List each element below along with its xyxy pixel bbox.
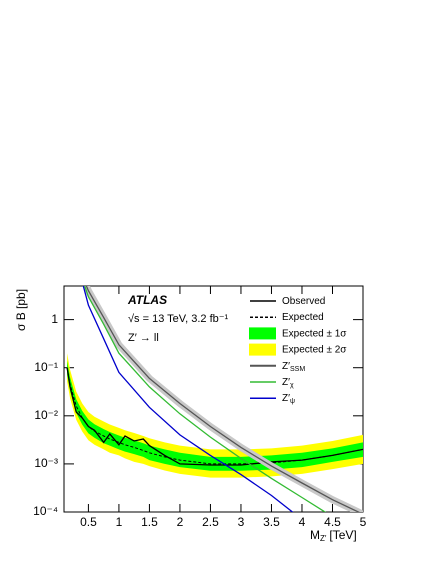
channel-label: Z′ → ll xyxy=(128,332,159,344)
x-tick-label: 1 xyxy=(116,515,123,529)
legend-label: Expected ± 1σ xyxy=(282,328,347,339)
legend-swatch xyxy=(249,327,276,340)
legend-name: Z′ xyxy=(282,393,290,404)
plot-area xyxy=(66,286,363,512)
x-tick-label: 3.5 xyxy=(263,515,280,529)
x-label-unit: [TeV] xyxy=(329,528,356,542)
energy-label: √s = 13 TeV, 3.2 fb⁻¹ xyxy=(128,313,229,325)
x-tick-label: 4.5 xyxy=(324,515,341,529)
plot-frame xyxy=(63,285,364,513)
y-tick-label: 10⁻³ xyxy=(34,456,58,470)
x-axis-label: MZ′ [TeV] xyxy=(310,528,357,543)
y-tick-label: 10⁻² xyxy=(34,408,58,422)
y-tick-label: 10⁻⁴ xyxy=(33,504,58,518)
legend-label: Observed xyxy=(282,296,325,307)
experiment-label: ATLAS xyxy=(127,293,167,307)
x-tick-label: 2.5 xyxy=(202,515,219,529)
x-tick-label: 5 xyxy=(360,515,367,529)
legend-label: Expected xyxy=(282,312,324,323)
band xyxy=(67,360,363,471)
legend-label: Expected ± 2σ xyxy=(282,344,347,355)
legend-subscript: SSM xyxy=(290,366,305,373)
legend-name: Z′ xyxy=(282,377,290,388)
legend-swatch xyxy=(249,343,276,356)
y-tick-label: 1 xyxy=(51,312,58,326)
series-line xyxy=(84,286,327,512)
x-label-sub: Z′ xyxy=(320,534,327,543)
legend-label: Z′ψ xyxy=(282,393,295,405)
y-tick-label: 10⁻¹ xyxy=(34,360,58,374)
x-label-main: M xyxy=(310,528,320,542)
series-line xyxy=(85,286,360,512)
x-tick-label: 1.5 xyxy=(141,515,158,529)
legend-name: Expected ± 2σ xyxy=(282,344,347,355)
legend-subscript: ψ xyxy=(290,398,295,405)
x-tick-label: 0.5 xyxy=(80,515,97,529)
x-tick-label: 3 xyxy=(238,515,245,529)
legend-name: Expected ± 1σ xyxy=(282,328,347,339)
legend-name: Observed xyxy=(282,296,325,307)
legend-name: Z′ xyxy=(282,360,290,371)
y-axis-label: σ B [pb] xyxy=(14,289,28,331)
series-line xyxy=(82,286,294,512)
x-tick-label: 2 xyxy=(177,515,184,529)
x-tick-label: 4 xyxy=(299,515,306,529)
legend-label: Z′SSM xyxy=(282,360,305,372)
legend-label: Z′χ xyxy=(282,377,294,389)
legend-name: Expected xyxy=(282,312,324,323)
legend-subscript: χ xyxy=(290,382,294,389)
